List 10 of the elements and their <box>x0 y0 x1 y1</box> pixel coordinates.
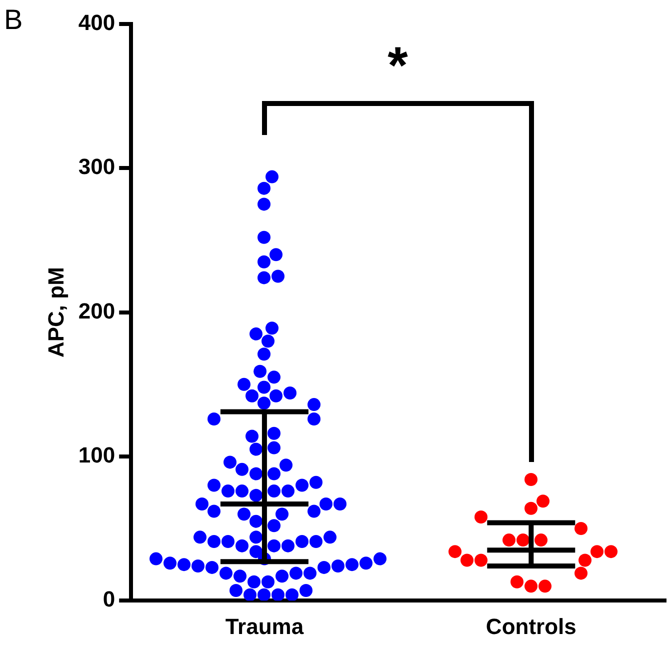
annotation: * <box>388 36 408 96</box>
y-tick-label: 200 <box>78 298 116 324</box>
y-tick-label: 400 <box>78 10 116 36</box>
y-axis-title: APC, pM <box>43 267 68 358</box>
chart-title: B <box>4 4 23 36</box>
y-tick-label: 0 <box>102 586 116 612</box>
x-tick-label: Trauma <box>225 614 304 639</box>
x-tick-label: Controls <box>486 614 576 639</box>
y-tick-label: 300 <box>78 154 116 180</box>
y-tick-label: 100 <box>78 442 116 468</box>
